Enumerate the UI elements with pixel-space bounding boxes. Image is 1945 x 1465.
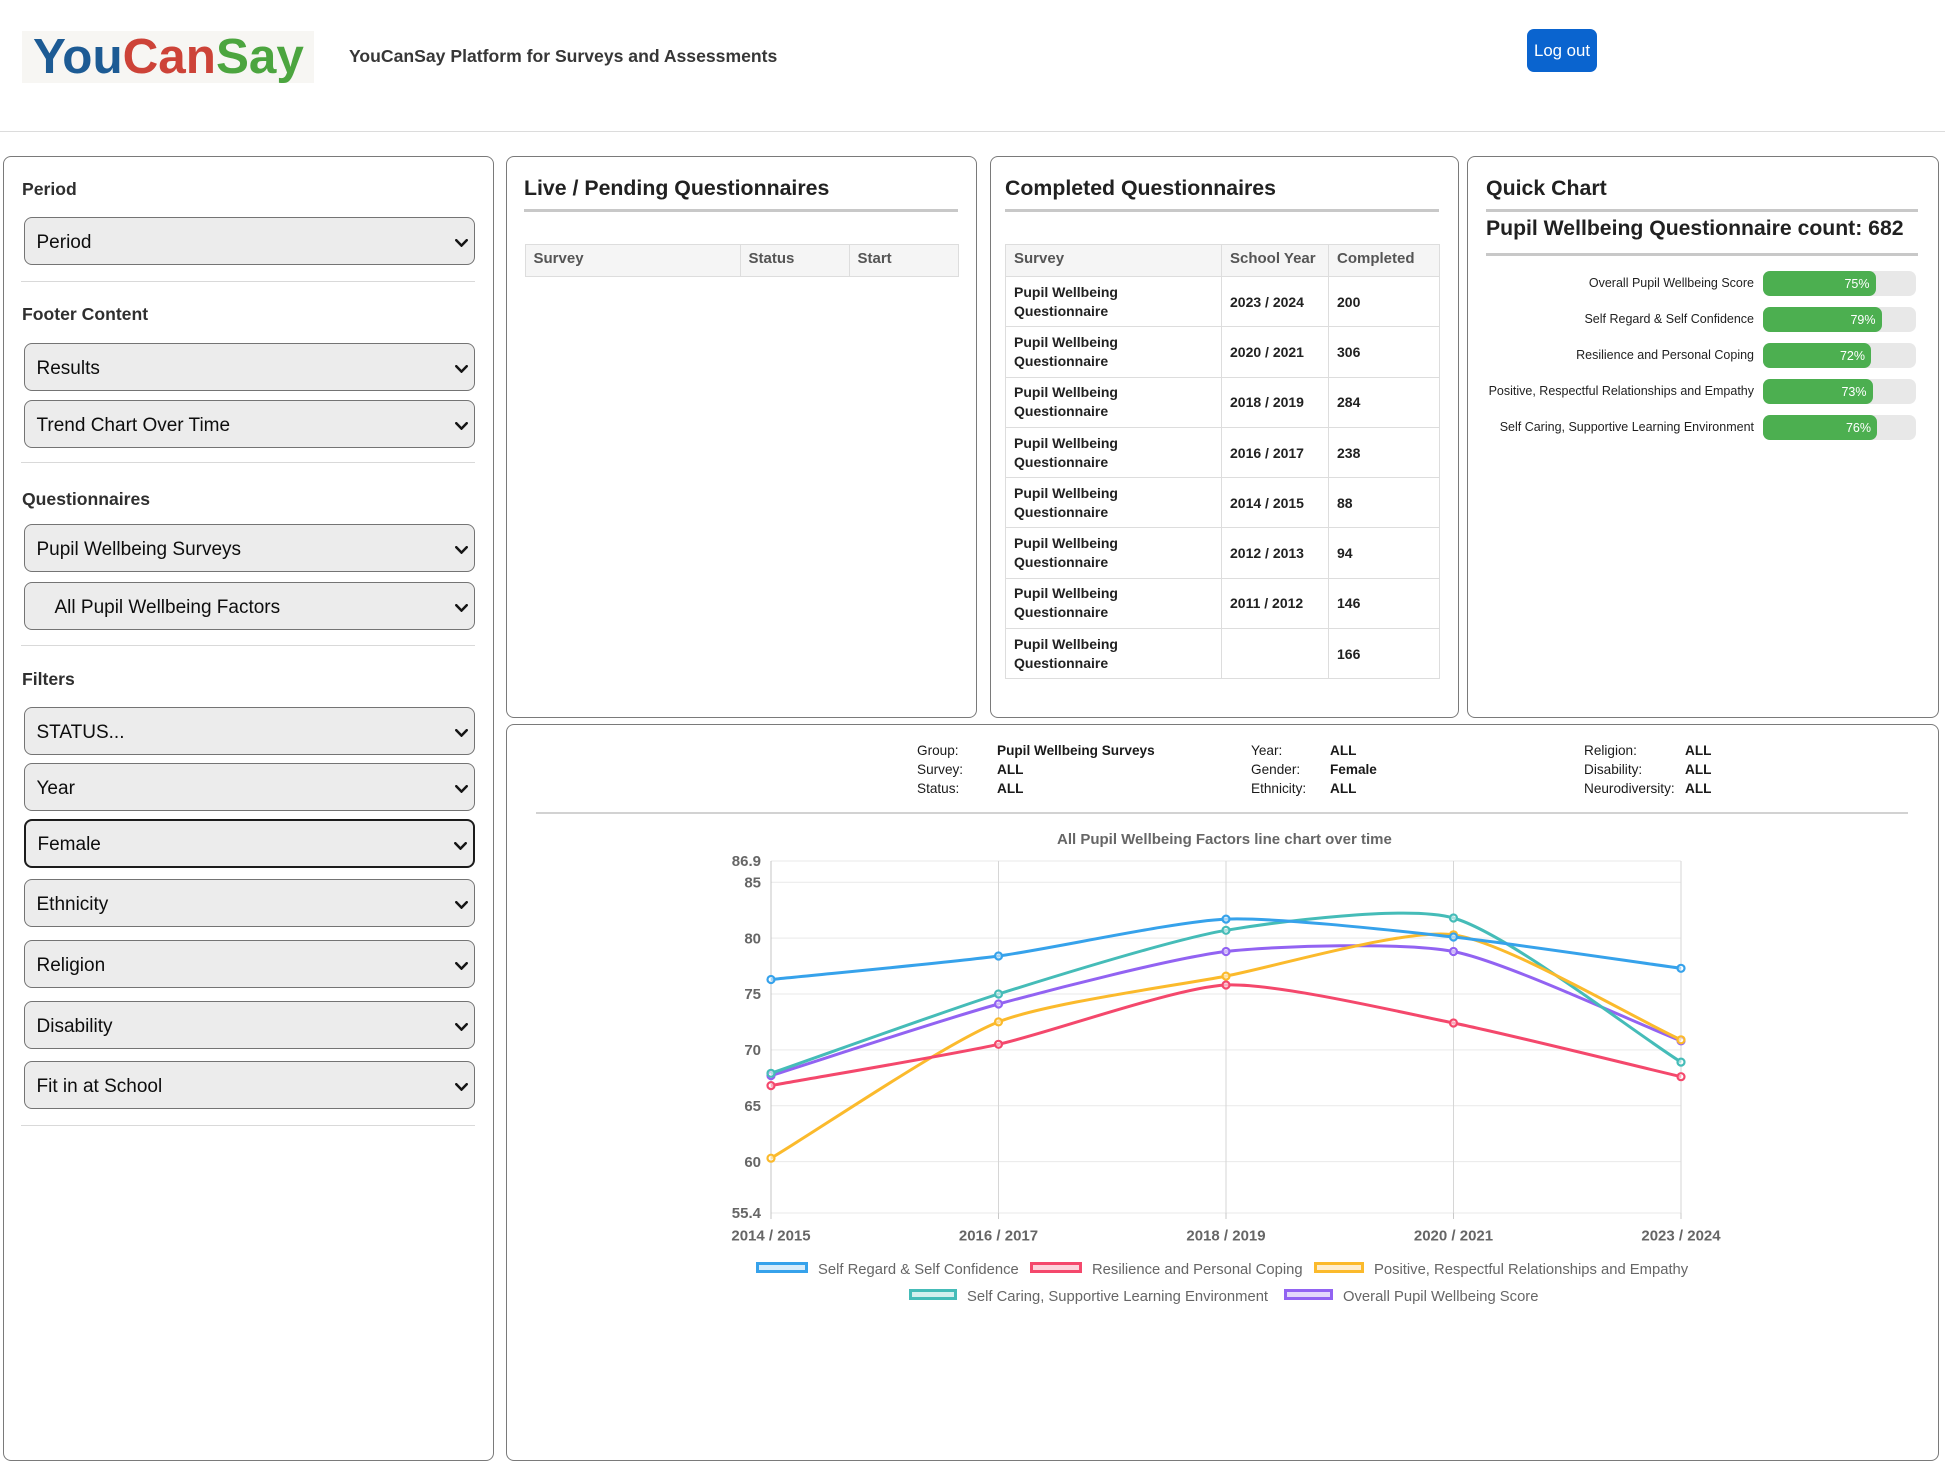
svg-text:75: 75 bbox=[744, 986, 761, 1003]
svg-text:65: 65 bbox=[744, 1098, 761, 1115]
svg-text:60: 60 bbox=[744, 1154, 761, 1171]
svg-text:70: 70 bbox=[744, 1042, 761, 1059]
svg-text:55.4: 55.4 bbox=[732, 1205, 762, 1222]
svg-text:80: 80 bbox=[744, 930, 761, 947]
svg-text:2023 / 2024: 2023 / 2024 bbox=[1641, 1228, 1721, 1245]
svg-text:2020 / 2021: 2020 / 2021 bbox=[1414, 1228, 1493, 1245]
svg-text:2014 / 2015: 2014 / 2015 bbox=[731, 1228, 810, 1245]
svg-text:2018 / 2019: 2018 / 2019 bbox=[1186, 1228, 1265, 1245]
svg-text:85: 85 bbox=[744, 874, 761, 891]
svg-text:86.9: 86.9 bbox=[732, 853, 761, 870]
svg-text:2016 / 2017: 2016 / 2017 bbox=[959, 1228, 1038, 1245]
